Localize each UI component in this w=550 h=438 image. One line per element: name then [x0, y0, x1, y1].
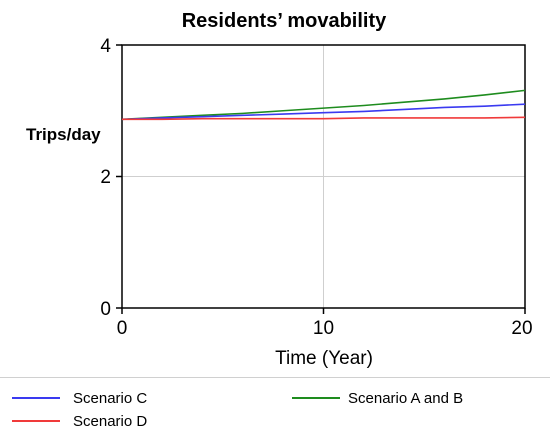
x-tick-label-10: 10 [313, 318, 334, 339]
x-tick-label-0: 0 [117, 318, 128, 339]
chart-title: Residents’ movability [182, 10, 387, 32]
legend: Scenario C Scenario A and B Scenario D [12, 390, 463, 430]
y-tick-label-4: 4 [100, 36, 111, 57]
series-line-scenario-c [121, 103, 526, 121]
x-tick-label-20: 20 [511, 318, 532, 339]
legend-label-scenario-a-and-b: Scenario A and B [348, 390, 463, 407]
legend-label-scenario-c: Scenario C [73, 390, 147, 407]
y-axis-label: Trips/day [26, 125, 101, 144]
tick-marks [116, 44, 526, 314]
y-tick-label-0: 0 [100, 299, 111, 320]
series-group [121, 89, 526, 121]
y-tick-label-2: 2 [100, 167, 111, 188]
legend-label-scenario-d: Scenario D [73, 413, 147, 430]
series-line-scenario-d [122, 116, 526, 121]
series-line-scenario-a-and-b [121, 89, 526, 121]
x-axis-label: Time (Year) [275, 348, 373, 369]
